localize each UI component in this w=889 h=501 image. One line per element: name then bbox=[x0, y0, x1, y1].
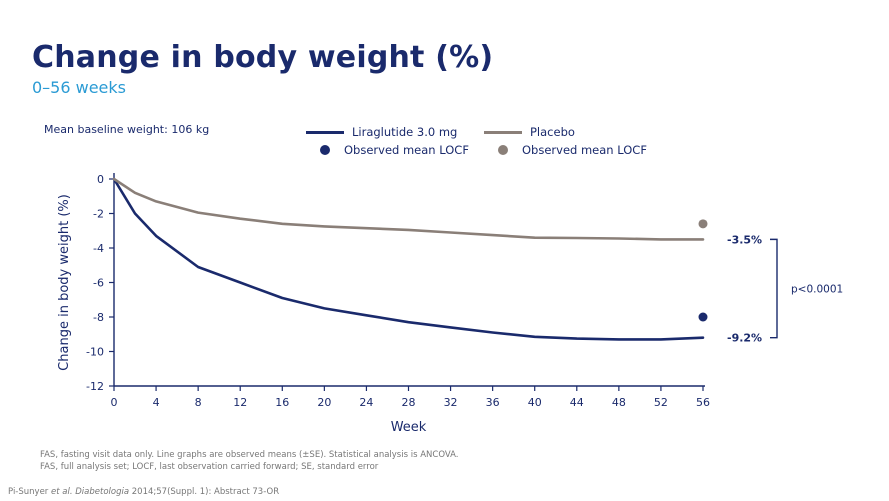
placebo-end-label: -3.5% bbox=[727, 233, 762, 246]
footnote: FAS, fasting visit data only. Line graph… bbox=[40, 449, 459, 473]
page-subtitle: 0–56 weeks bbox=[32, 78, 126, 97]
legend-liraglutide-locf-marker bbox=[320, 145, 330, 155]
legend-liraglutide-locf-label: Observed mean LOCF bbox=[344, 143, 469, 157]
x-tick-label: 0 bbox=[111, 396, 118, 409]
liraglutide-end-label: -9.2% bbox=[727, 332, 762, 345]
significance-bracket bbox=[770, 238, 778, 339]
p-value-label: p<0.0001 bbox=[791, 284, 843, 296]
x-tick-label: 24 bbox=[359, 396, 373, 409]
x-tick-label: 52 bbox=[654, 396, 668, 409]
x-tick-label: 16 bbox=[275, 396, 289, 409]
y-tick-label: -8 bbox=[93, 311, 104, 324]
x-tick-label: 20 bbox=[317, 396, 331, 409]
y-tick-label: -4 bbox=[93, 242, 104, 255]
legend-placebo-locf-label: Observed mean LOCF bbox=[522, 143, 647, 157]
legend-liraglutide: Liraglutide 3.0 mg bbox=[306, 125, 457, 139]
liraglutide-series-line bbox=[112, 177, 705, 341]
y-tick-label: -6 bbox=[93, 277, 104, 290]
legend-placebo-label: Placebo bbox=[530, 125, 575, 139]
placebo-series-line bbox=[112, 177, 705, 241]
legend-placebo-locf-marker bbox=[498, 145, 508, 155]
x-tick-label: 36 bbox=[486, 396, 500, 409]
x-tick-label: 40 bbox=[528, 396, 542, 409]
footnote-line-2: FAS, full analysis set; LOCF, last obser… bbox=[40, 462, 379, 472]
x-tick-label: 28 bbox=[402, 396, 416, 409]
x-tick-label: 8 bbox=[195, 396, 202, 409]
placebo-locf-point bbox=[698, 219, 708, 229]
legend-liraglutide-locf: Observed mean LOCF bbox=[306, 143, 469, 157]
x-axis-title: Week bbox=[391, 420, 427, 435]
reference-citation: Pi-Sunyer et al. Diabetologia 2014;57(Su… bbox=[8, 487, 279, 497]
y-axis-title: Change in body weight (%) bbox=[57, 194, 72, 371]
reference-authors: Pi-Sunyer bbox=[8, 487, 51, 497]
reference-etal: et al. bbox=[51, 487, 73, 497]
legend-liraglutide-label: Liraglutide 3.0 mg bbox=[352, 125, 458, 139]
x-tick-label: 4 bbox=[153, 396, 160, 409]
x-tick-label: 48 bbox=[612, 396, 626, 409]
x-tick-label: 12 bbox=[233, 396, 247, 409]
liraglutide-locf-point bbox=[698, 312, 708, 322]
y-tick-label: -10 bbox=[86, 346, 104, 359]
legend-placebo-locf: Observed mean LOCF bbox=[484, 143, 647, 157]
page-title: Change in body weight (%) bbox=[32, 40, 494, 75]
y-tick-label: 0 bbox=[97, 173, 104, 186]
baseline-weight-note: Mean baseline weight: 106 kg bbox=[44, 123, 210, 136]
reference-journal: Diabetologia bbox=[75, 487, 130, 497]
x-tick-label: 56 bbox=[696, 396, 710, 409]
reference-details: 2014;57(Suppl. 1): Abstract 73-OR bbox=[129, 487, 280, 497]
legend-liraglutide-swatch bbox=[306, 130, 344, 134]
y-tick-label: -2 bbox=[93, 208, 104, 221]
x-tick-label: 44 bbox=[570, 396, 584, 409]
footnote-line-1: FAS, fasting visit data only. Line graph… bbox=[40, 450, 459, 460]
x-tick-label: 32 bbox=[444, 396, 458, 409]
legend-placebo-swatch bbox=[484, 130, 522, 134]
y-tick-label: -12 bbox=[86, 380, 104, 393]
legend-placebo: Placebo bbox=[484, 125, 575, 139]
